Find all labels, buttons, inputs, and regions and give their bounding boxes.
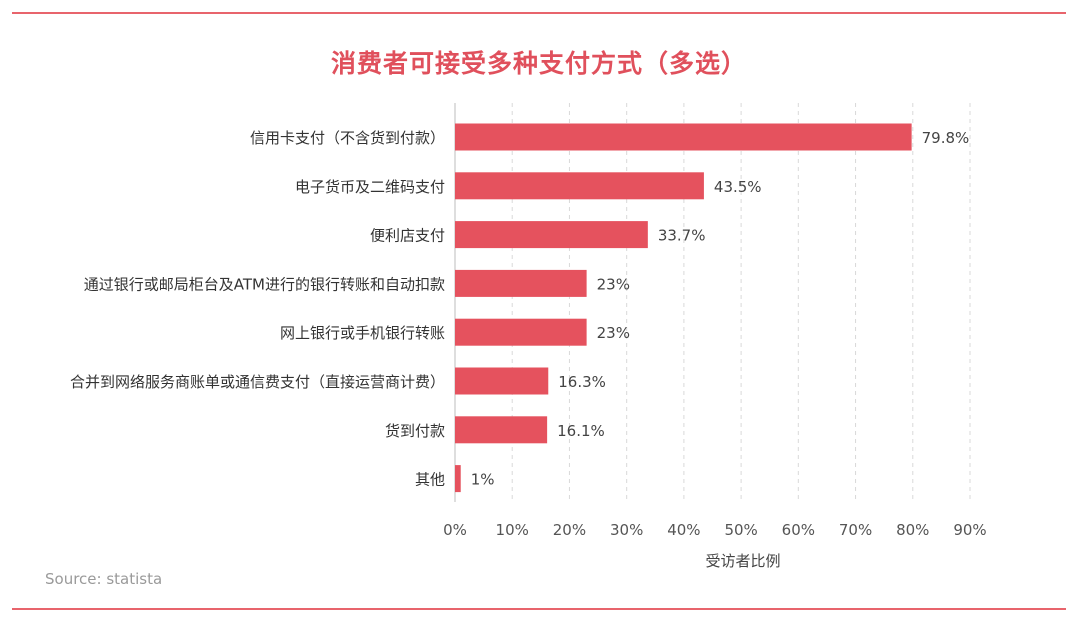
value-label: 16.3% <box>558 373 606 391</box>
x-tick-label: 90% <box>953 521 986 539</box>
value-label: 33.7% <box>658 227 706 245</box>
x-tick-label: 0% <box>443 521 467 539</box>
category-label: 通过银行或邮局柜台及ATM进行的银行转账和自动扣款 <box>84 275 445 293</box>
x-tick-label: 20% <box>553 521 586 539</box>
category-label: 货到付款 <box>385 422 445 440</box>
x-tick-label: 40% <box>667 521 700 539</box>
bottom-rule <box>12 608 1066 610</box>
x-tick-label: 80% <box>896 521 929 539</box>
x-tick-label: 30% <box>610 521 643 539</box>
x-axis-label: 受访者比例 <box>705 552 780 570</box>
category-label: 其他 <box>415 471 445 489</box>
x-tick-label: 10% <box>496 521 529 539</box>
value-label: 16.1% <box>557 422 605 440</box>
bar <box>455 221 648 249</box>
category-label: 便利店支付 <box>370 227 445 245</box>
value-label: 79.8% <box>922 129 970 147</box>
value-label: 23% <box>597 324 630 342</box>
value-label: 1% <box>471 471 495 489</box>
x-tick-label: 70% <box>839 521 872 539</box>
category-label: 网上银行或手机银行转账 <box>280 324 445 342</box>
top-rule <box>12 12 1066 14</box>
source-note: Source: statista <box>45 570 163 588</box>
bar <box>455 465 461 493</box>
bar <box>455 416 548 444</box>
value-label: 23% <box>597 275 630 293</box>
category-label: 电子货币及二维码支付 <box>295 178 445 196</box>
bar <box>455 367 549 395</box>
bar <box>455 318 587 346</box>
value-label: 43.5% <box>714 178 762 196</box>
x-tick-label: 60% <box>782 521 815 539</box>
bar <box>455 172 704 200</box>
category-label: 信用卡支付（不含货到付款） <box>250 129 445 147</box>
bar <box>455 123 912 151</box>
category-label: 合并到网络服务商账单或通信费支付（直接运营商计费） <box>70 373 445 391</box>
x-tick-label: 50% <box>724 521 757 539</box>
bar <box>455 269 587 297</box>
chart-title: 消费者可接受多种支付方式（多选） <box>330 49 747 78</box>
